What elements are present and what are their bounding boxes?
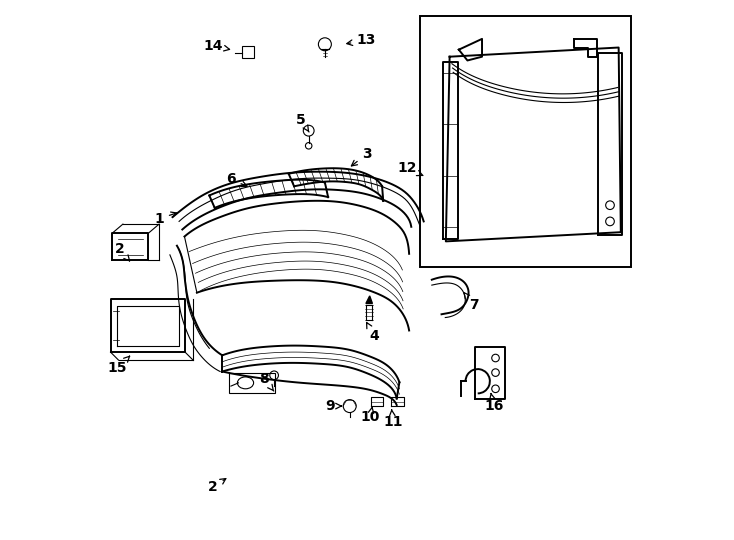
Text: 9: 9 <box>325 399 341 413</box>
Text: 7: 7 <box>464 293 479 312</box>
Text: 1: 1 <box>154 212 177 226</box>
Text: 10: 10 <box>360 407 380 424</box>
Text: 3: 3 <box>352 147 372 166</box>
Text: 2: 2 <box>115 242 130 261</box>
Text: 5: 5 <box>297 113 309 132</box>
Bar <box>420 16 631 267</box>
Bar <box>241 46 254 58</box>
Text: 11: 11 <box>383 410 403 429</box>
Text: 6: 6 <box>226 172 247 187</box>
Text: 2: 2 <box>208 478 226 494</box>
Text: 16: 16 <box>484 394 504 413</box>
Text: 4: 4 <box>366 322 379 343</box>
Text: 14: 14 <box>203 39 230 53</box>
Polygon shape <box>366 296 372 303</box>
Text: 13: 13 <box>347 33 376 48</box>
Text: 12: 12 <box>398 161 423 176</box>
Text: 8: 8 <box>260 372 274 391</box>
Text: 15: 15 <box>108 356 130 375</box>
